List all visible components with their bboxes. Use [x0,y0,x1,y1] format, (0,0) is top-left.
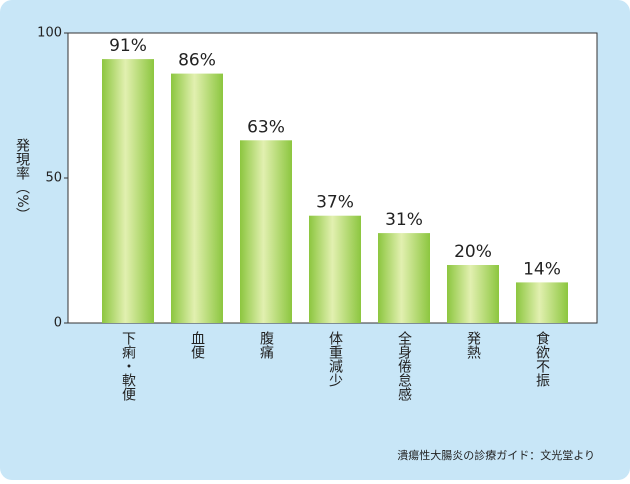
value-label: 91% [109,36,147,56]
value-label: 14% [523,259,561,279]
y-axis-label: 発現率（%） [14,138,30,221]
value-label: 20% [454,242,492,262]
y-tick-label: 100 [37,26,62,41]
value-label: 86% [178,51,216,71]
y-tick-label: 50 [45,171,62,186]
bar [378,233,430,323]
x-tick-label: 発熱 [465,331,481,359]
value-label: 31% [385,210,423,230]
x-tick-label: 食欲不振 [534,330,550,388]
x-tick-label: 全身倦怠感 [396,330,412,401]
x-tick-label: 腹痛 [258,330,274,359]
x-tick-label: 血便 [189,331,205,360]
bar [102,59,154,323]
bar [516,282,568,323]
bar [309,215,361,323]
x-tick-label: 体重減少 [327,331,343,387]
y-tick-label: 0 [54,316,62,331]
value-label: 63% [247,117,285,137]
bar [171,73,223,323]
bar [240,140,292,323]
source-note: 潰瘍性大腸炎の診療ガイド：文光堂より [397,448,595,462]
bar [447,265,499,323]
value-label: 37% [316,193,354,213]
x-tick-label: 下痢・軟便 [120,331,136,402]
